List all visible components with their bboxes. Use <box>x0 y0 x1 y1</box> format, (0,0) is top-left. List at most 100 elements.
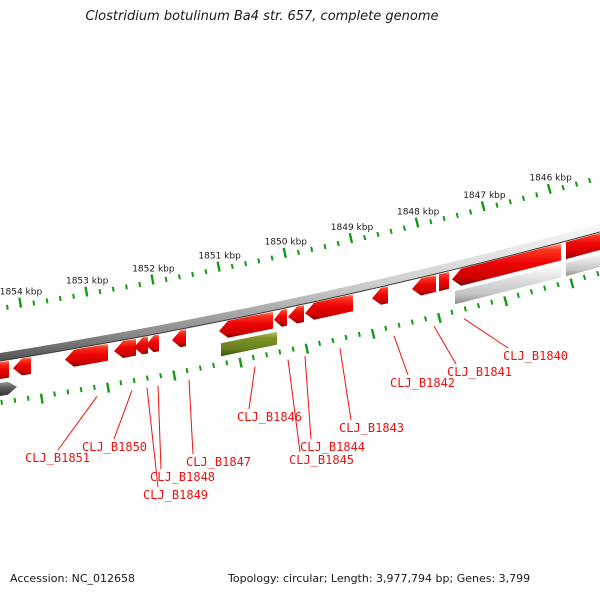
ruler-tick-minor-inner <box>26 395 30 401</box>
leader-line-CLJ_B1850 <box>113 390 133 440</box>
backbone-shadow-edge <box>0 231 600 362</box>
ruler-tick-minor <box>469 209 473 215</box>
ruler-tick-major <box>150 274 155 285</box>
ruler-tick-minor-inner <box>463 306 467 312</box>
ruler-tick-minor <box>98 289 102 295</box>
gene-label-CLJ_B1843[interactable]: CLJ_B1843 <box>339 421 404 435</box>
ruler-tick-minor-inner <box>291 346 295 352</box>
gene-arrow-CLJ_B1840[interactable] <box>452 243 561 286</box>
ruler-tick-minor-inner <box>357 331 361 338</box>
ruler-tick-minor <box>244 261 248 267</box>
ruler-tick-major-inner <box>304 343 310 354</box>
leader-line-CLJ_B1851 <box>57 396 98 451</box>
ruler-tick-major <box>480 201 486 212</box>
gene-arrow-CLJ_B1844[interactable] <box>288 305 304 324</box>
ruler-tick-minor-inner <box>119 380 123 386</box>
ruler-tick-minor-inner <box>582 274 587 280</box>
ruler-tick-major-inner <box>437 312 442 324</box>
ruler-tick-minor <box>323 243 327 250</box>
gene-label-CLJ_B1845[interactable]: CLJ_B1845 <box>289 453 354 467</box>
gene-arrow-CLJ_B1841[interactable] <box>412 274 436 296</box>
ruler-tick-minor-inner <box>476 302 481 309</box>
gene-arrow-CLJ_B1845[interactable] <box>274 308 287 327</box>
ruler-tick-minor <box>111 286 115 292</box>
gene-slot <box>0 231 600 380</box>
ruler-tick-minor-inner <box>212 362 216 369</box>
gene-arrow-CLJ_B1851[interactable] <box>65 343 108 367</box>
ruler-tick-minor-inner <box>185 368 189 374</box>
ruler-tick-minor <box>204 269 208 275</box>
ruler-tick-minor-inner <box>516 292 520 298</box>
gene-arrow-CLJ_B1842[interactable] <box>372 286 388 305</box>
gene-arrow-gene-unlabeled-2[interactable] <box>439 271 449 292</box>
ruler-tick-minor <box>138 281 142 288</box>
ruler-tick-minor-inner <box>410 319 414 325</box>
ruler-tick-minor-inner <box>251 354 255 361</box>
gene-label-CLJ_B1844[interactable]: CLJ_B1844 <box>300 440 365 454</box>
leader-line-CLJ_B1843 <box>339 348 352 421</box>
gene-arrow-CLJ_B1846[interactable] <box>219 311 273 338</box>
ruler-tick-minor-inner <box>13 397 17 403</box>
ruler-tick-major-inner <box>238 357 243 368</box>
gene-label-CLJ_B1842[interactable]: CLJ_B1842 <box>390 376 455 390</box>
gene-arrow-partial-gene-right[interactable] <box>566 231 600 260</box>
ruler-tick-minor-inner <box>397 322 401 328</box>
ruler-tick-minor <box>495 202 499 208</box>
feature-gray-feature-left[interactable] <box>0 381 17 397</box>
gene-arrow-gene-unlabeled-1[interactable] <box>13 357 31 376</box>
ruler-tick-minor <box>125 284 128 290</box>
accession-text: Accession: NC_012658 <box>10 572 136 585</box>
ruler-tick-minor <box>164 276 168 283</box>
backbone-band <box>0 224 600 362</box>
ruler-tick-minor-inner <box>145 375 149 381</box>
ruler-tick-minor <box>177 274 181 280</box>
feature-gray-feature-right[interactable] <box>566 252 600 277</box>
ruler-tick-minor-inner <box>159 373 163 379</box>
ruler-label-1850: 1850 kbp <box>265 238 308 248</box>
leader-line-CLJ_B1849 <box>146 387 159 488</box>
leader-line-CLJ_B1841 <box>433 325 457 365</box>
ruler-tick-minor-inner <box>529 289 534 295</box>
leader-line-CLJ_B1846 <box>248 366 256 410</box>
ruler-tick-minor <box>442 215 446 222</box>
ruler-tick-minor <box>429 219 433 225</box>
leader-line-CLJ_B1847 <box>188 379 194 455</box>
ruler-tick-minor-inner <box>53 391 56 397</box>
gene-label-CLJ_B1847[interactable]: CLJ_B1847 <box>186 455 251 469</box>
feature-olive-feature[interactable] <box>221 331 277 357</box>
gene-label-CLJ_B1846[interactable]: CLJ_B1846 <box>237 410 302 424</box>
gene-label-CLJ_B1851[interactable]: CLJ_B1851 <box>25 451 90 465</box>
gene-arrow-partial-gene-left[interactable] <box>0 360 9 380</box>
ruler-labels: 1854 kbp 1853 kbp 1852 kbp 1851 kbp 1850 kbp… <box>0 174 572 298</box>
gene-arrow-CLJ_B1849[interactable] <box>134 336 148 355</box>
ruler-tick-minor-inner <box>318 340 322 346</box>
ruler-tick-minor-inner <box>198 365 202 371</box>
ruler-label-1851: 1851 kbp <box>198 252 241 262</box>
gene-label-CLJ_B1848[interactable]: CLJ_B1848 <box>150 470 215 484</box>
ruler-tick-minor <box>561 185 565 191</box>
topology-text: Topology: circular; Length: 3,977,794 bp… <box>228 572 531 585</box>
gene-arrow-CLJ_B1847[interactable] <box>172 329 186 348</box>
gene-arrow-CLJ_B1848[interactable] <box>146 334 159 353</box>
gene-arrow-CLJ_B1843[interactable] <box>305 294 353 320</box>
ruler-tick-major-inner <box>503 296 509 307</box>
ruler-tick-minor-inner <box>93 384 96 390</box>
gene-label-CLJ_B1840[interactable]: CLJ_B1840 <box>503 349 568 363</box>
feature-gray-feature-mid[interactable] <box>455 264 561 305</box>
ruler-tick-major-inner <box>172 370 177 381</box>
gene-label-CLJ_B1850[interactable]: CLJ_B1850 <box>82 440 147 454</box>
ruler-tick-major-inner <box>39 393 44 404</box>
ruler-tick-minor <box>588 177 592 184</box>
ruler-tick-minor-inner <box>278 349 282 355</box>
gene-label-CLJ_B1841[interactable]: CLJ_B1841 <box>447 365 512 379</box>
gene-label-CLJ_B1849[interactable]: CLJ_B1849 <box>143 488 208 502</box>
ruler-tick-major-inner <box>370 328 376 340</box>
ruler-label-1853: 1853 kbp <box>66 277 109 287</box>
ruler-tick-minor-inner <box>225 360 229 366</box>
ruler-tick-major <box>84 286 89 297</box>
ruler-tick-minor-inner <box>384 325 388 331</box>
gene-arrow-CLJ_B1850[interactable] <box>114 338 136 358</box>
leader-line-CLJ_B1848 <box>157 385 162 470</box>
